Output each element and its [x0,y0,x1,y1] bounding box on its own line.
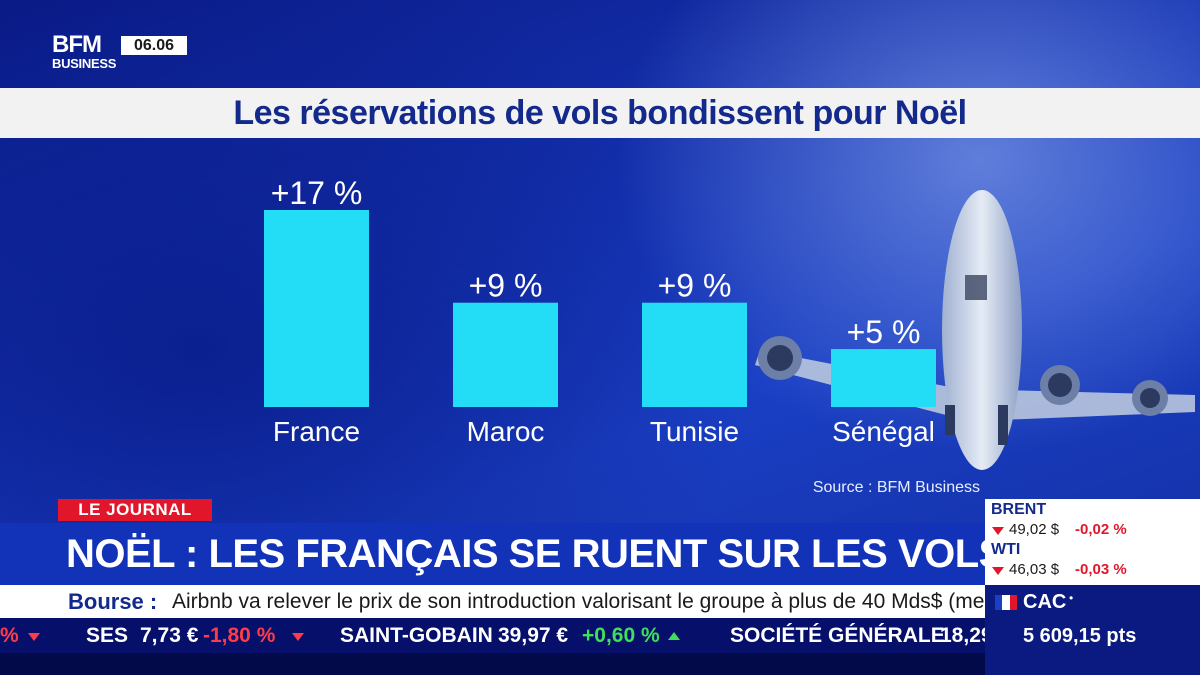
channel-logo: BFM BUSINESS [52,31,124,74]
down-arrow-icon [28,633,40,641]
ticker-name: SES [86,624,129,647]
market-name: BRENT [991,501,1047,518]
market-change: -0,02 % [1075,521,1127,538]
bar-maroc [453,302,558,407]
down-arrow-icon [292,633,304,641]
index-box: CAC • 5 609,15 pts [985,585,1200,675]
ticker-name: SAINT-GOBAIN [340,624,493,647]
ticker-price: 18,29 [940,624,985,647]
value-label: +5 % [847,314,921,350]
france-flag-icon [995,595,1017,610]
market-change: -0,03 % [1075,561,1127,578]
market-value: 49,02 $ [1009,521,1060,538]
market-value: 46,03 $ [1009,561,1060,578]
bar-sénégal [831,349,936,407]
ticker-change: -1,80 % [203,624,276,647]
info-label: Bourse : [68,589,158,614]
index-value: 5 609,15 pts [1023,625,1137,647]
bar-france [264,210,369,407]
chart-source: Source : BFM Business [812,479,980,496]
ticker-price: 39,97 € [498,624,569,647]
index-marker: • [1069,591,1074,605]
market-panel: BRENT 49,02 $ -0,02 % WTI 46,03 $ -0,03 … [985,499,1200,675]
clock: 06.06 [121,36,187,55]
section-tag: LE JOURNAL [58,499,212,521]
index-name: CAC [1023,591,1067,613]
bottom-strip [0,653,1200,675]
market-name: WTI [991,541,1021,558]
headline-bar: NOËL : LES FRANÇAIS SE RUENT SUR LES VOL… [0,523,1005,585]
info-text: Airbnb va relever le prix de son introdu… [172,590,985,613]
down-arrow-icon [992,567,1004,575]
category-label: France [273,416,360,447]
ticker-change: +0,60 % [582,624,660,647]
headline: NOËL : LES FRANÇAIS SE RUENT SUR LES VOL… [66,532,1005,576]
value-label: +9 % [469,268,543,304]
logo-line1: BFM [52,31,102,58]
value-label: +9 % [658,268,732,304]
ticker-price: 7,73 € [140,624,199,647]
up-arrow-icon [668,632,680,640]
bar-tunisie [642,302,747,407]
info-bar: Bourse : Airbnb va relever le prix de so… [0,585,985,618]
category-label: Sénégal [832,416,935,447]
stock-ticker: % SES 7,73 € -1,80 % SAINT-GOBAIN 39,97 … [0,618,985,653]
ticker-name: SOCIÉTÉ GÉNÉRALE [730,624,945,647]
chart-title-bar: Les réservations de vols bondissent pour… [0,88,1200,138]
value-label: +17 % [271,175,363,211]
down-arrow-icon [992,527,1004,535]
category-label: Maroc [467,416,545,447]
ticker-lead-change: % [0,624,19,647]
logo-line2: BUSINESS [52,56,117,71]
chart-title: Les réservations de vols bondissent pour… [233,94,967,132]
category-label: Tunisie [650,416,739,447]
